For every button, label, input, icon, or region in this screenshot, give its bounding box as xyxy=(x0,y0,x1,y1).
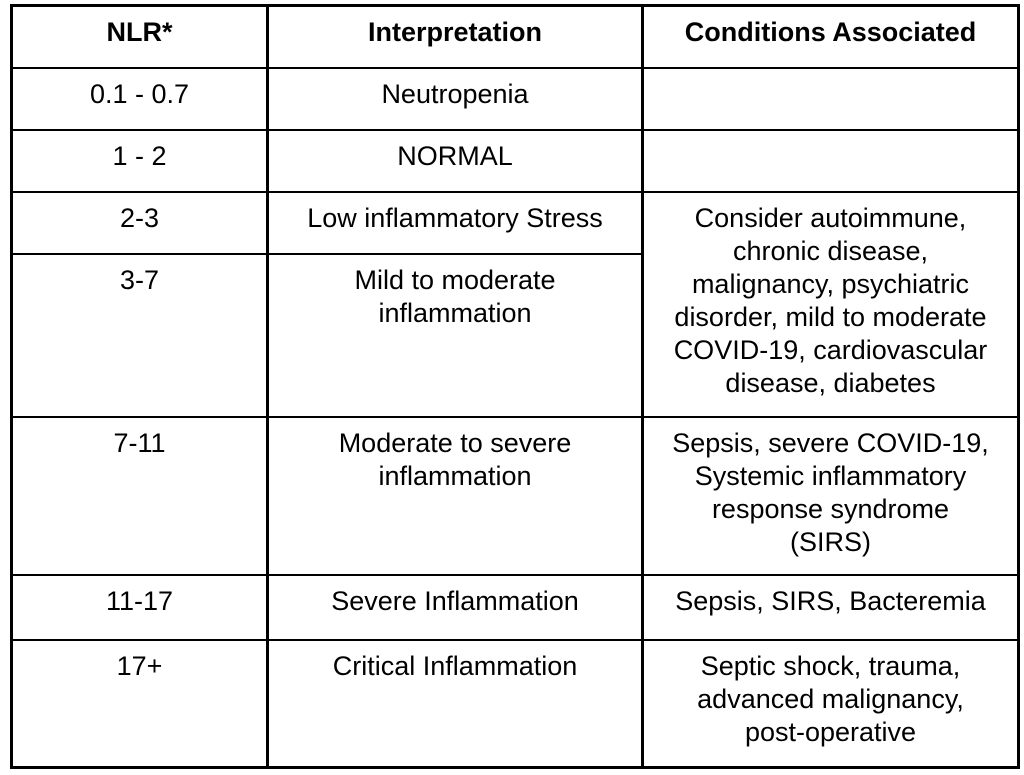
cell-interpretation: Severe Inflammation xyxy=(266,573,644,641)
cell-nlr-range: 17+ xyxy=(10,638,269,769)
cell-nlr-range: 11-17 xyxy=(10,573,269,641)
cell-nlr-range: 3-7 xyxy=(10,252,269,418)
column-header-interpretation: Interpretation xyxy=(266,4,644,69)
cell-conditions-empty xyxy=(641,66,1020,131)
cell-conditions: Sepsis, SIRS, Bacteremia xyxy=(641,573,1020,641)
cell-interpretation: Neutropenia xyxy=(266,66,644,131)
cell-interpretation: NORMAL xyxy=(266,128,644,193)
cell-conditions-empty xyxy=(641,128,1020,193)
table-row-normal: 1 - 2 NORMAL xyxy=(10,128,1020,193)
table-row-mild-to-moderate: 3-7 Mild to moderate inflammation xyxy=(10,252,1019,418)
column-header-nlr: NLR* xyxy=(10,4,269,69)
cell-nlr-range: 0.1 - 0.7 xyxy=(10,66,269,131)
cell-interpretation: Low inflammatory Stress xyxy=(266,190,644,255)
cell-nlr-range: 7-11 xyxy=(10,415,269,576)
cell-nlr-range: 2-3 xyxy=(10,190,269,255)
table-row-critical-inflammation: 17+ Critical Inflammation Septic shock, … xyxy=(10,638,1020,769)
nlr-interpretation-table: NLR* Interpretation Conditions Associate… xyxy=(10,4,1020,769)
header-row: NLR* Interpretation Conditions Associate… xyxy=(10,4,1020,69)
cell-interpretation: Moderate to severe inflammation xyxy=(266,415,644,576)
table-row-moderate-to-severe: 7-11 Moderate to severe inflammation Sep… xyxy=(10,415,1020,576)
table-row-low-inflammatory-stress: 2-3 Low inflammatory Stress Consider aut… xyxy=(10,190,1020,418)
cell-interpretation: Mild to moderate inflammation xyxy=(266,252,644,418)
cell-conditions-merged: Consider autoimmune, chronic disease, ma… xyxy=(641,190,1020,418)
nlr-reference-table-container: NLR* Interpretation Conditions Associate… xyxy=(10,4,1020,769)
table-row-neutropenia: 0.1 - 0.7 Neutropenia xyxy=(10,66,1020,131)
cell-nlr-range: 1 - 2 xyxy=(10,128,269,193)
column-header-conditions-associated: Conditions Associated xyxy=(641,4,1020,69)
cell-interpretation: Critical Inflammation xyxy=(266,638,644,769)
table-row-severe-inflammation: 11-17 Severe Inflammation Sepsis, SIRS, … xyxy=(10,573,1020,641)
cell-conditions: Septic shock, trauma, advanced malignanc… xyxy=(641,638,1020,769)
cell-conditions: Sepsis, severe COVID-19, Systemic inflam… xyxy=(641,415,1020,576)
